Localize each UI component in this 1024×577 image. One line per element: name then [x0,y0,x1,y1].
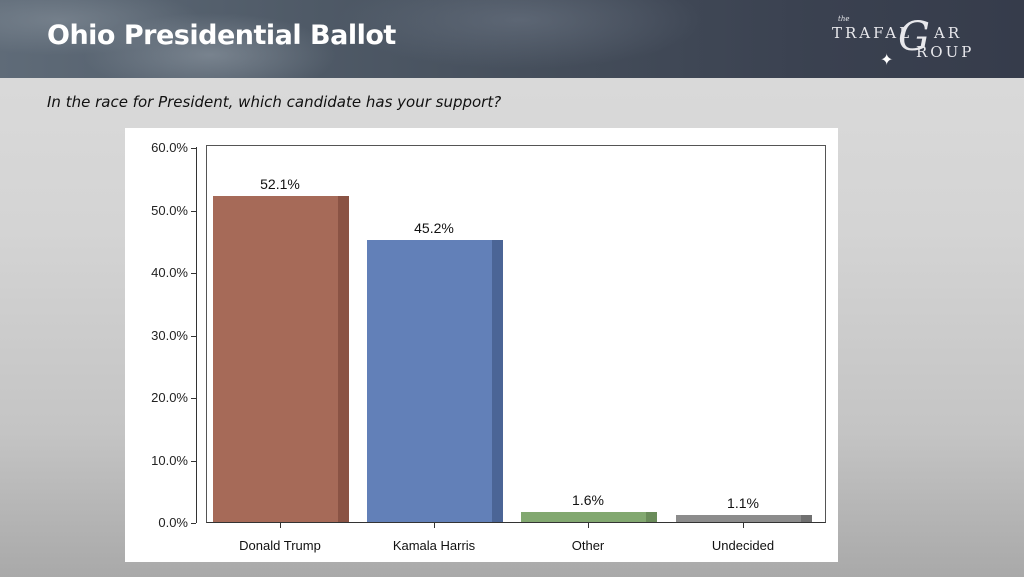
trafalgar-group-logo: the TRAFAL AR G ROUP ✦ [826,10,1001,70]
question-text: In the race for President, which candida… [47,93,502,111]
x-tick-label: Other [571,538,605,553]
y-tick [191,210,196,212]
y-tick-label: 20.0% [151,390,188,405]
y-tick [191,523,196,524]
y-tick [191,335,196,337]
bar-kamala-harris [367,239,503,522]
bar-value-label: 1.6% [572,492,604,508]
x-tick-label: Donald Trump [239,538,321,553]
x-tick [280,523,281,528]
x-tick [434,523,435,528]
bar-shade [492,239,503,522]
x-tick [588,523,589,528]
y-tick-label: 50.0% [151,202,188,218]
x-tick-label: Undecided [711,538,775,553]
page-title: Ohio Presidential Ballot [47,20,396,51]
logo-the: the [838,15,850,23]
header-banner: Ohio Presidential Ballot the TRAFAL AR G … [0,0,1024,78]
y-tick [191,148,196,149]
bar-value-label: 1.1% [727,495,759,512]
bar-other [521,512,657,522]
y-tick [191,460,196,462]
y-tick-label: 0.0% [158,515,188,530]
y-tick-label: 30.0% [151,327,188,343]
y-tick-label: 10.0% [151,452,188,468]
y-axis [196,147,197,523]
compass-star-icon: ✦ [880,52,894,69]
plot-area [206,145,826,523]
bar-chart: 0.0% 10.0% 20.0% 30.0% 40.0% 50.0% 60.0% 52.1% D… [125,128,838,562]
bar-value-label: 52.1% [260,176,300,193]
logo-line1: TRAFAL AR [832,24,963,42]
y-tick-label: 60.0% [151,140,188,155]
logo-line2: ROUP [916,43,975,61]
bar-shade [338,196,349,522]
x-tick-label: Kamala Harris [392,538,476,553]
bar-value-label: 45.2% [414,219,454,236]
y-tick-label: 40.0% [151,265,188,280]
x-tick [743,523,744,528]
bar-shade [646,512,657,522]
y-tick [191,273,196,274]
y-tick [191,398,196,399]
bar-shade [801,515,812,522]
bar-undecided [676,515,812,522]
logo-script-g: G [898,14,930,60]
bar-donald-trump [213,196,349,522]
